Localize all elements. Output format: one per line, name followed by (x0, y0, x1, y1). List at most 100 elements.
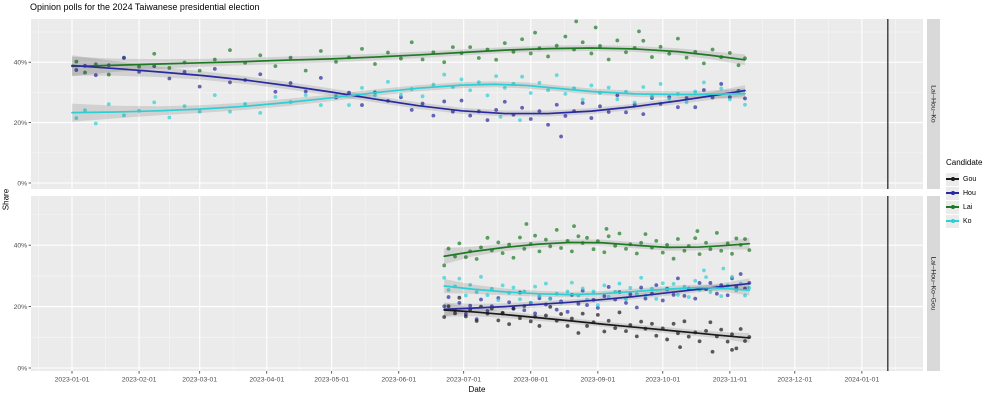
data-point-ko (554, 73, 559, 78)
data-point-lai (704, 240, 708, 245)
data-point-ko (533, 284, 537, 289)
data-point-ko (615, 97, 620, 102)
facet-strip (927, 19, 940, 189)
data-point-ko (624, 297, 628, 302)
data-point-hou (360, 103, 364, 107)
data-point-lai (511, 50, 516, 54)
confidence-band-hou (444, 278, 750, 317)
data-point-gou (665, 337, 669, 342)
legend-label-lai: Lai (963, 203, 973, 211)
x-tick-label: 2023-06-01 (381, 377, 416, 384)
legend-label-ko: Ko (963, 217, 972, 225)
data-point-lai (585, 235, 589, 240)
legend-key-ko (946, 214, 959, 228)
data-point-ko (650, 94, 654, 99)
data-point-ko (442, 275, 447, 280)
data-point-gou (743, 339, 747, 343)
data-point-lai (695, 229, 700, 233)
y-tick-label: 40% (14, 243, 28, 250)
data-point-ko (660, 281, 665, 286)
data-point-hou (643, 296, 648, 301)
data-point-hou (708, 281, 713, 285)
data-point-hou (197, 84, 202, 89)
data-point-ko (373, 93, 377, 98)
data-point-ko (511, 285, 516, 290)
data-point-ko (595, 303, 600, 307)
y-tick-label: 20% (14, 120, 28, 127)
data-point-ko (518, 297, 522, 302)
data-point-ko (500, 283, 505, 288)
data-point-lai (676, 36, 680, 41)
data-point-gou (725, 339, 730, 344)
data-point-hou (576, 301, 581, 306)
data-point-lai (743, 237, 747, 241)
data-point-lai (563, 34, 568, 39)
data-point-lai (399, 56, 403, 61)
data-point-hou (457, 301, 462, 305)
data-point-gou (595, 312, 600, 317)
data-point-lai (643, 232, 648, 237)
data-point-ko (628, 285, 633, 290)
data-point-ko (671, 281, 676, 286)
data-point-hou (738, 272, 743, 276)
data-point-hou (288, 81, 293, 85)
data-point-hou (409, 108, 414, 112)
legend-key-lai (946, 200, 959, 214)
data-point-lai (589, 51, 594, 56)
data-point-hou (485, 308, 490, 313)
data-point-ko (708, 290, 713, 295)
data-point-ko (485, 293, 490, 298)
data-point-hou (431, 113, 436, 118)
data-point-ko (197, 109, 202, 114)
data-point-ko (74, 116, 79, 120)
data-point-gou (606, 318, 611, 323)
data-point-gou (654, 333, 659, 338)
data-point-hou (537, 109, 542, 114)
data-point-ko (701, 80, 706, 85)
x-tick-label: 2023-08-01 (513, 377, 548, 384)
data-point-ko (546, 88, 550, 93)
data-point-ko (152, 100, 157, 105)
data-point-ko (743, 102, 747, 107)
data-point-gou (537, 324, 542, 328)
x-tick-label: 2023-03-01 (182, 377, 217, 384)
data-point-ko (667, 96, 672, 101)
chart-title: Opinion polls for the 2024 Taiwanese pre… (30, 2, 260, 12)
legend-key-gou (946, 172, 959, 186)
data-point-ko (743, 293, 747, 298)
data-point-hou (676, 276, 680, 281)
data-point-lai (83, 70, 87, 75)
data-point-hou (533, 311, 537, 316)
data-point-ko (591, 289, 596, 294)
data-point-ko (106, 102, 111, 107)
data-point-gou (676, 331, 680, 336)
data-point-lai (197, 68, 202, 73)
data-point-lai (602, 250, 607, 255)
data-point-lai (167, 66, 172, 70)
data-point-ko (496, 298, 501, 303)
data-point-hou (122, 55, 126, 60)
legend: Candidate Gou Hou Lai Ko (946, 158, 982, 228)
data-point-hou (479, 297, 483, 302)
data-point-lai (554, 227, 559, 232)
data-point-ko (485, 93, 490, 98)
data-point-hou (420, 101, 425, 106)
data-point-lai (74, 59, 79, 64)
data-point-lai (654, 239, 659, 243)
legend-point-swatch (950, 177, 955, 181)
data-point-lai (544, 237, 548, 242)
data-point-hou (602, 294, 607, 299)
x-tick-label: 2023-04-01 (249, 377, 284, 384)
data-point-lai (502, 41, 507, 46)
data-point-lai (507, 242, 512, 247)
data-point-lai (518, 235, 522, 240)
data-point-ko (442, 72, 447, 77)
data-point-lai (386, 50, 390, 55)
data-point-ko (721, 266, 726, 271)
data-point-lai (569, 249, 574, 254)
x-tick-label: 2023-12-01 (777, 377, 812, 384)
data-point-lai (318, 49, 323, 53)
data-point-gou (708, 320, 713, 325)
data-point-lai (106, 72, 111, 77)
data-point-gou (671, 321, 676, 326)
